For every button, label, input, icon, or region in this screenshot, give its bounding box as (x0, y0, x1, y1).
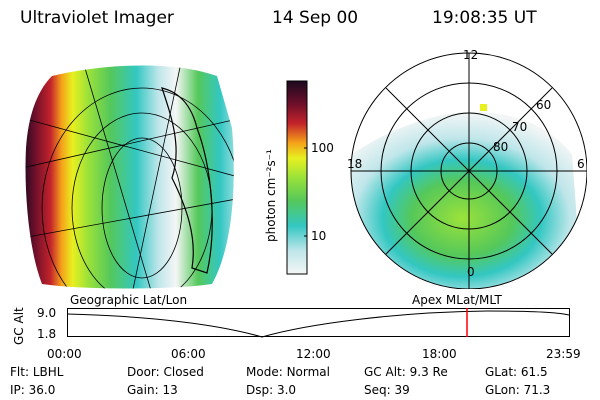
mlt-label-18: 18 (347, 157, 363, 171)
status-seq: Seq: 39 (364, 383, 410, 397)
coastline-outline (161, 87, 213, 274)
time-tick-1800: 18:00 (422, 347, 457, 361)
time-tick-0000: 00:00 (47, 347, 82, 361)
altitude-plot (67, 308, 570, 338)
intensity-colorbar (286, 80, 308, 275)
observation-time: 19:08:35 UT (432, 8, 537, 28)
time-tick-2359: 23:59 (546, 347, 581, 361)
status-glon: GLon: 71.3 (485, 383, 551, 397)
geo-panel-label: Geographic Lat/Lon (70, 293, 188, 307)
status-glat: GLat: 61.5 (485, 365, 548, 379)
altitude-ytick-min: 1.8 (37, 327, 57, 341)
polar-grid (350, 52, 587, 289)
instrument-title: Ultraviolet Imager (20, 8, 174, 28)
status-dsp: Dsp: 3.0 (246, 383, 297, 397)
status-ip: IP: 36.0 (10, 383, 56, 397)
polar-bright-spot (480, 104, 487, 111)
polar-emission-image (351, 111, 582, 289)
time-tick-0600: 06:00 (171, 347, 206, 361)
mlat-label-80: 80 (493, 140, 509, 154)
mlat-label-60: 60 (536, 98, 552, 112)
altitude-curve (67, 310, 570, 338)
altitude-plot-frame (67, 308, 570, 337)
geo-grid-lines (25, 65, 234, 289)
altitude-ylabel: GC Alt (12, 307, 26, 345)
status-flt: Flt: LBHL (10, 365, 64, 379)
status-door: Door: Closed (127, 365, 204, 379)
colorbar-tick-100: 100 (311, 141, 334, 155)
time-tick-1200: 12:00 (296, 347, 331, 361)
colorbar-unit-label: photon cm⁻²s⁻¹ (264, 149, 278, 242)
status-gc-alt: GC Alt: 9.3 Re (364, 365, 448, 379)
status-mode: Mode: Normal (246, 365, 330, 379)
geographic-image-panel (25, 65, 234, 289)
observation-date: 14 Sep 00 (272, 8, 359, 28)
geo-emission-image (25, 65, 234, 289)
altitude-ytick-max: 9.0 (37, 306, 57, 320)
colorbar-tick-10: 10 (311, 229, 327, 243)
mlt-label-12: 12 (463, 48, 479, 62)
mlt-label-6: 6 (577, 157, 585, 171)
polar-mlat-mlt-panel (350, 52, 587, 289)
mlat-label-70: 70 (512, 120, 528, 134)
mlt-label-0: 0 (467, 265, 475, 279)
polar-panel-label: Apex MLat/MLT (412, 293, 502, 307)
status-gain: Gain: 13 (127, 383, 178, 397)
